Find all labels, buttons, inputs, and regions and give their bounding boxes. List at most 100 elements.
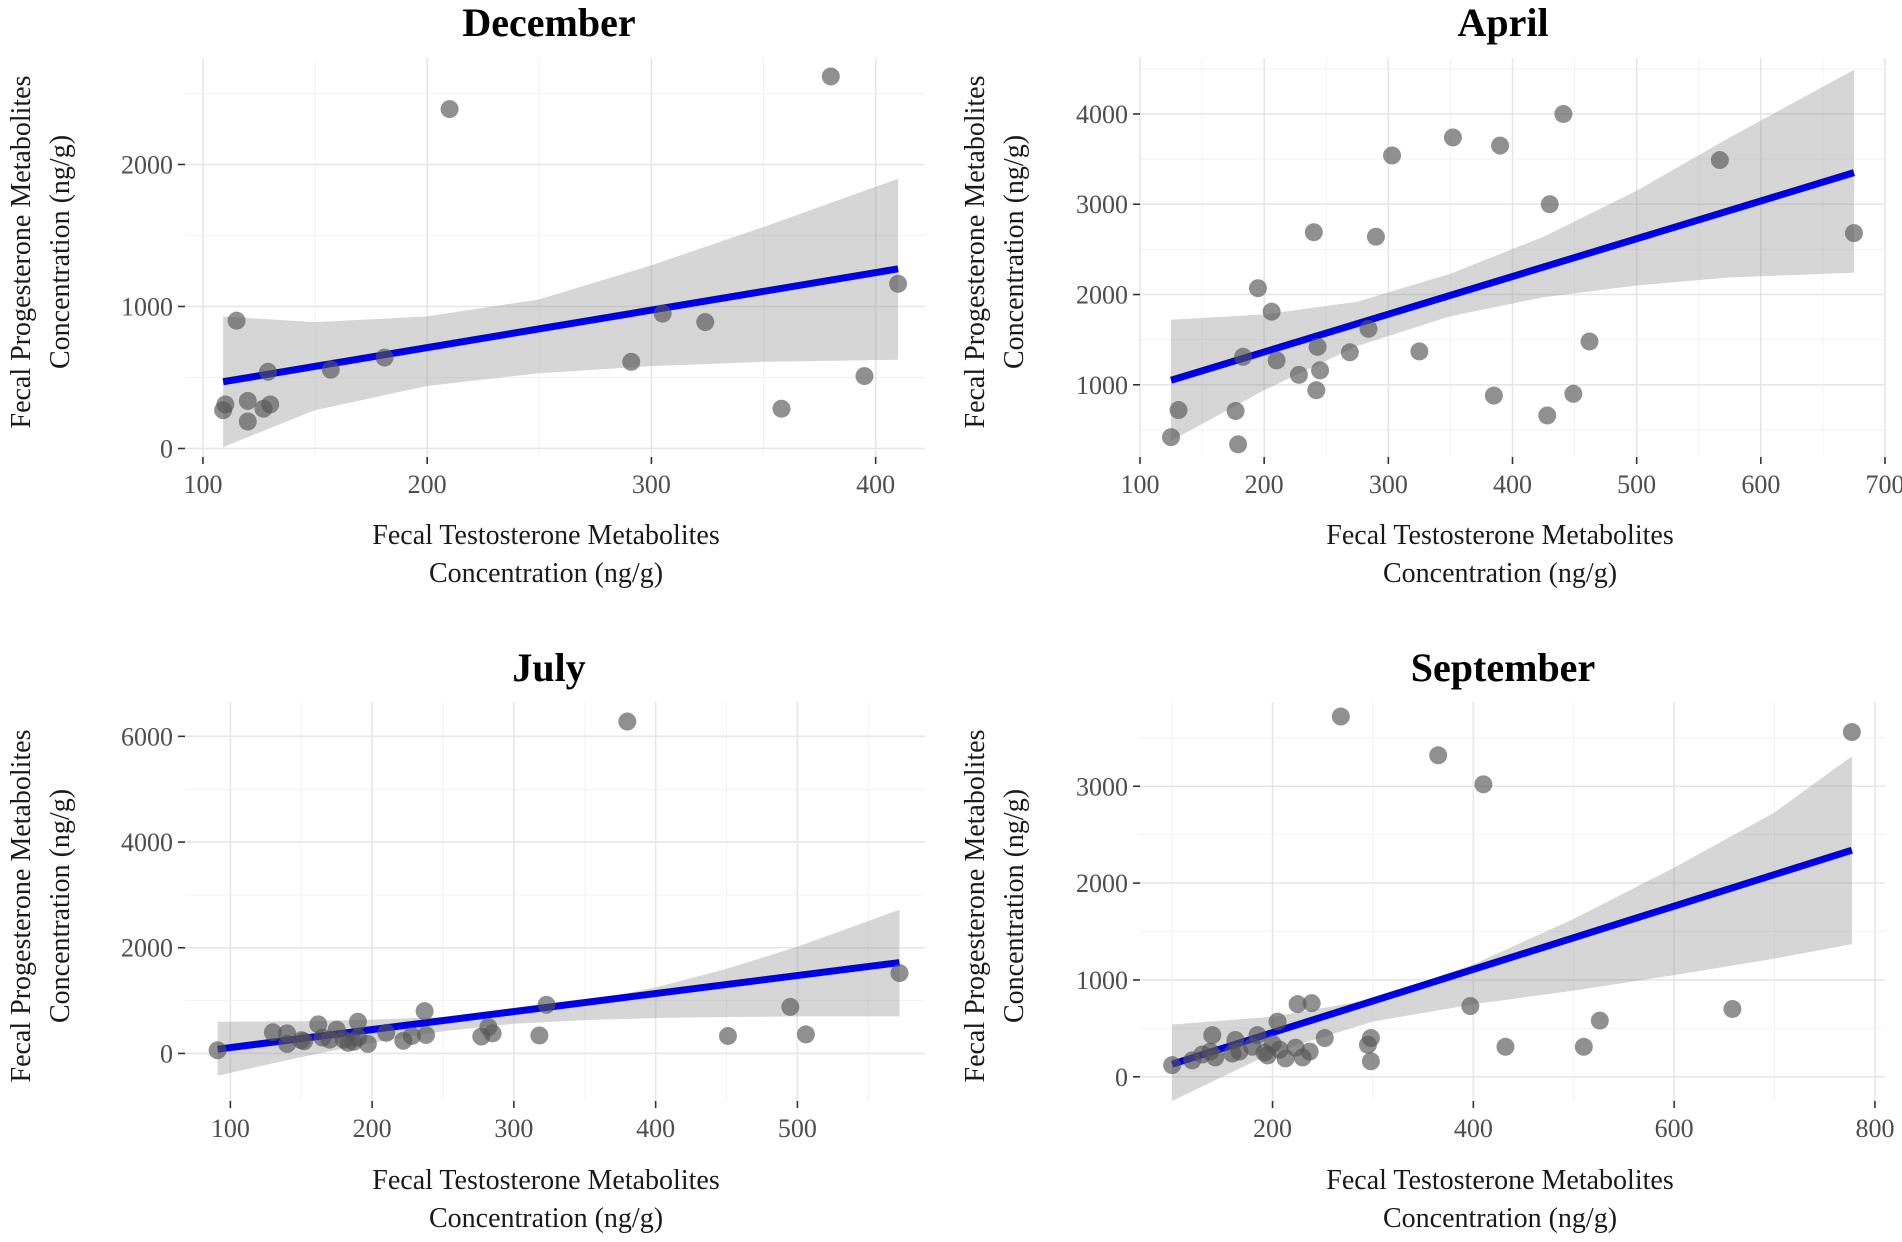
data-point <box>1248 1026 1267 1045</box>
x-tick-label: 300 <box>632 470 671 499</box>
data-point <box>208 1041 227 1060</box>
x-tick-label: 500 <box>1617 470 1656 499</box>
data-point <box>227 311 246 330</box>
x-tick-label: 600 <box>1741 470 1780 499</box>
data-points <box>1163 707 1861 1075</box>
panel-title: September <box>1411 645 1595 690</box>
data-point <box>772 399 791 418</box>
y-tick-label: 2000 <box>121 150 173 179</box>
data-point <box>1229 435 1248 454</box>
x-tick-label: 300 <box>1369 470 1408 499</box>
data-point <box>1443 128 1462 147</box>
data-point <box>1267 351 1286 370</box>
y-axis-title-line2: Concentration (ng/g) <box>45 135 76 369</box>
data-point <box>1590 1011 1609 1030</box>
data-point <box>622 352 641 371</box>
data-point <box>1203 1026 1222 1045</box>
data-point <box>1206 1048 1225 1067</box>
data-point <box>653 304 672 323</box>
axis-ticks: 100 200 300 400 500 600 700 1000 2000 3000 4000 <box>1076 100 1902 499</box>
data-point <box>855 367 874 386</box>
data-point <box>358 1034 377 1053</box>
data-point <box>1359 319 1378 338</box>
data-point <box>1163 1056 1182 1075</box>
data-point <box>1162 428 1181 447</box>
data-point <box>1474 775 1493 794</box>
data-point <box>530 1026 549 1045</box>
data-point <box>263 1023 282 1042</box>
data-point <box>890 964 909 983</box>
confidence-band-area <box>1172 756 1852 1101</box>
data-point <box>1361 1052 1380 1071</box>
y-axis-title-line2: Concentration (ng/g) <box>999 789 1030 1023</box>
data-point <box>238 391 257 410</box>
x-axis-title-line2: Concentration (ng/g) <box>1383 558 1617 589</box>
data-point <box>375 348 394 367</box>
panel-july: July 100 200 300 400 500 0 2000 4000 6000 Fecal … <box>6 645 925 1234</box>
data-point <box>1288 995 1307 1014</box>
regression-line <box>1170 169 1855 384</box>
data-point <box>1234 347 1253 366</box>
data-point <box>1366 227 1385 246</box>
data-point <box>1268 1012 1287 1031</box>
data-point <box>1410 342 1429 361</box>
panel-december: December 100 200 300 400 0 1000 2000 Fecal Tes… <box>6 0 925 589</box>
data-point <box>278 1034 297 1053</box>
data-point <box>1429 746 1448 765</box>
y-tick-label: 0 <box>160 434 173 463</box>
y-tick-label: 2000 <box>1076 869 1128 898</box>
data-points <box>1162 104 1863 454</box>
x-tick-label: 300 <box>494 1114 533 1143</box>
axis-ticks: 100 200 300 400 0 1000 2000 <box>121 150 895 499</box>
data-points <box>208 712 909 1060</box>
y-axis-title-line1: Fecal Progesterone Metabolites <box>6 75 37 428</box>
axis-ticks: 100 200 300 400 500 0 2000 4000 6000 <box>121 722 817 1143</box>
data-point <box>1289 365 1308 384</box>
panel-september: September 200 400 600 800 0 1000 2000 3000 Feca… <box>960 645 1894 1234</box>
data-point <box>1484 386 1503 405</box>
x-tick-label: 200 <box>408 470 447 499</box>
axis-ticks: 200 400 600 800 0 1000 2000 3000 <box>1076 772 1894 1143</box>
data-point <box>1842 723 1861 742</box>
data-point <box>261 395 280 414</box>
data-point <box>1554 104 1573 123</box>
gridlines <box>185 58 925 457</box>
data-point <box>1331 707 1350 726</box>
regression-line <box>1171 846 1853 1068</box>
data-point <box>718 1026 737 1045</box>
x-tick-label: 400 <box>856 470 895 499</box>
data-point <box>348 1012 367 1031</box>
data-point <box>1491 136 1510 155</box>
confidence-band-area <box>1171 69 1854 441</box>
data-point <box>1304 223 1323 242</box>
data-point <box>402 1026 421 1045</box>
x-tick-label: 400 <box>636 1114 675 1143</box>
data-point <box>1496 1037 1515 1056</box>
y-tick-label: 4000 <box>121 828 173 857</box>
data-point <box>1302 994 1321 1013</box>
x-tick-label: 100 <box>211 1114 250 1143</box>
data-point <box>1311 361 1330 380</box>
data-point <box>416 1025 435 1044</box>
data-point <box>618 712 637 731</box>
y-tick-label: 1000 <box>1076 966 1128 995</box>
data-point <box>1844 224 1863 243</box>
data-point <box>1300 1042 1319 1061</box>
x-tick-label: 100 <box>1121 470 1160 499</box>
data-point <box>1383 146 1402 165</box>
x-axis-title-line1: Fecal Testosterone Metabolites <box>372 520 719 551</box>
data-point <box>1169 401 1188 420</box>
data-point <box>821 67 840 86</box>
panel-title: April <box>1457 0 1548 45</box>
confidence-band <box>1171 69 1854 441</box>
data-point <box>796 1025 815 1044</box>
y-tick-label: 3000 <box>1076 190 1128 219</box>
data-point <box>1710 151 1729 170</box>
x-tick-label: 200 <box>1245 470 1284 499</box>
x-tick-label: 400 <box>1493 470 1532 499</box>
x-tick-label: 800 <box>1855 1114 1894 1143</box>
x-tick-label: 600 <box>1655 1114 1694 1143</box>
data-point <box>1564 384 1583 403</box>
x-axis-title-line2: Concentration (ng/g) <box>429 558 663 589</box>
y-tick-label: 2000 <box>121 934 173 963</box>
